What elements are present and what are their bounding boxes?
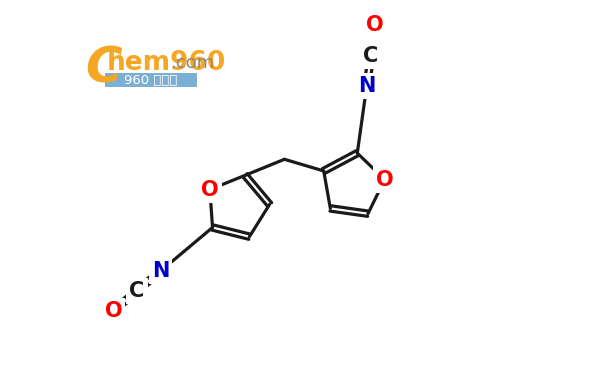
Text: C: C [85, 45, 122, 93]
Text: N: N [358, 76, 376, 96]
Text: N: N [152, 261, 169, 281]
Text: 960 化工网: 960 化工网 [125, 74, 178, 87]
Text: O: O [201, 180, 218, 200]
Text: hem960: hem960 [106, 50, 226, 76]
Text: O: O [105, 301, 122, 321]
Text: O: O [376, 170, 393, 189]
FancyBboxPatch shape [105, 74, 197, 87]
Text: O: O [367, 15, 384, 35]
Text: .com: .com [171, 54, 214, 72]
Text: C: C [364, 45, 379, 66]
Text: C: C [129, 281, 145, 301]
